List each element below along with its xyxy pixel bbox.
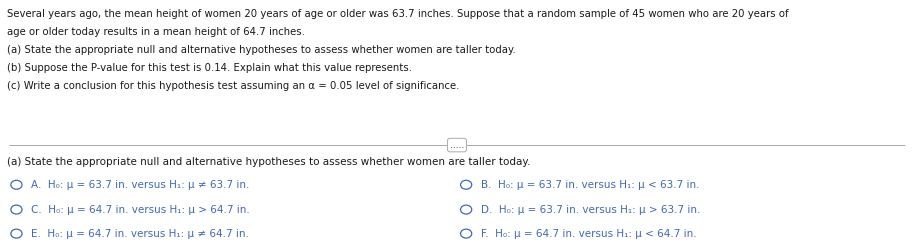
Text: age or older today results in a mean height of 64.7 inches.: age or older today results in a mean hei… bbox=[7, 27, 305, 37]
Text: (a) State the appropriate null and alternative hypotheses to assess whether wome: (a) State the appropriate null and alter… bbox=[7, 157, 531, 167]
Text: C.  H₀: μ = 64.7 in. versus H₁: μ > 64.7 in.: C. H₀: μ = 64.7 in. versus H₁: μ > 64.7 … bbox=[31, 205, 250, 215]
Text: (a) State the appropriate null and alternative hypotheses to assess whether wome: (a) State the appropriate null and alter… bbox=[7, 45, 516, 55]
Text: (b) Suppose the P-value for this test is 0.14. Explain what this value represent: (b) Suppose the P-value for this test is… bbox=[7, 63, 412, 73]
Text: A.  H₀: μ = 63.7 in. versus H₁: μ ≠ 63.7 in.: A. H₀: μ = 63.7 in. versus H₁: μ ≠ 63.7 … bbox=[31, 180, 250, 190]
Text: (c) Write a conclusion for this hypothesis test assuming an α = 0.05 level of si: (c) Write a conclusion for this hypothes… bbox=[7, 81, 460, 91]
Text: B.  H₀: μ = 63.7 in. versus H₁: μ < 63.7 in.: B. H₀: μ = 63.7 in. versus H₁: μ < 63.7 … bbox=[481, 180, 699, 190]
Text: D.  H₀: μ = 63.7 in. versus H₁: μ > 63.7 in.: D. H₀: μ = 63.7 in. versus H₁: μ > 63.7 … bbox=[481, 205, 700, 215]
Text: Several years ago, the mean height of women 20 years of age or older was 63.7 in: Several years ago, the mean height of wo… bbox=[7, 9, 789, 19]
Text: F.  H₀: μ = 64.7 in. versus H₁: μ < 64.7 in.: F. H₀: μ = 64.7 in. versus H₁: μ < 64.7 … bbox=[481, 229, 696, 239]
Text: .....: ..... bbox=[450, 141, 464, 150]
Text: E.  H₀: μ = 64.7 in. versus H₁: μ ≠ 64.7 in.: E. H₀: μ = 64.7 in. versus H₁: μ ≠ 64.7 … bbox=[31, 229, 249, 239]
